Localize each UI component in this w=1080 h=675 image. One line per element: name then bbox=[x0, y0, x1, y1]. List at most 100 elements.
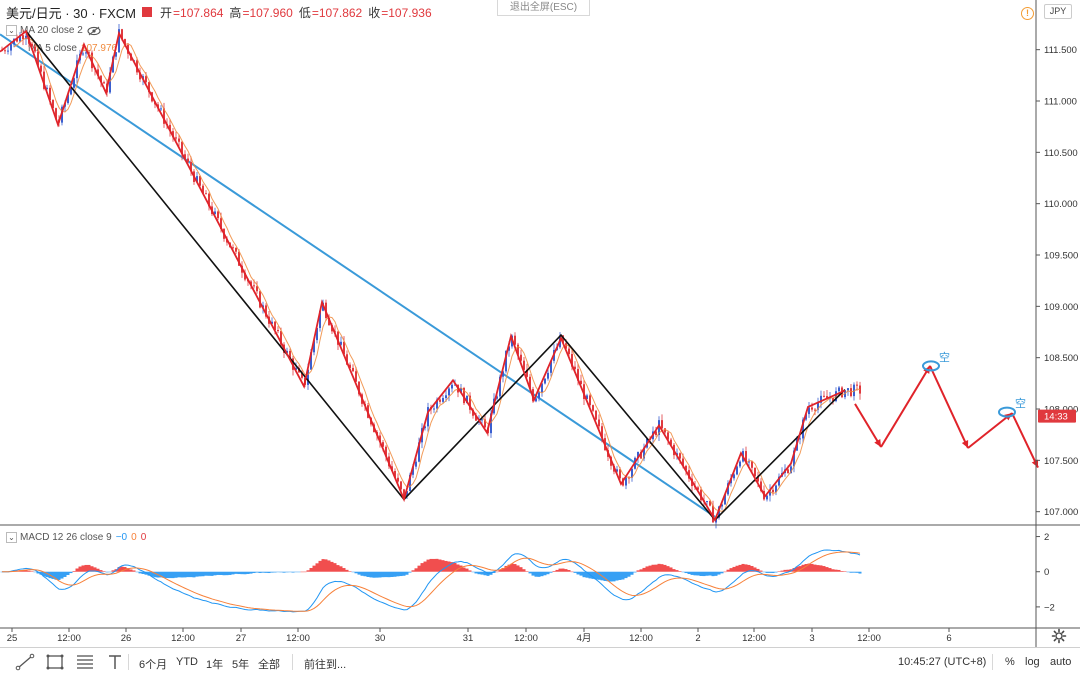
projection-arrow bbox=[1011, 412, 1039, 468]
candle-body bbox=[757, 476, 759, 482]
candle-body bbox=[793, 450, 795, 467]
macd-histogram-bar bbox=[417, 565, 421, 572]
macd-histogram-bar bbox=[717, 571, 721, 575]
macd-histogram-bar bbox=[564, 569, 568, 572]
candle-body bbox=[76, 60, 78, 79]
candle-body bbox=[313, 340, 315, 353]
candle-body bbox=[589, 395, 591, 406]
ma5-value: 107.976 bbox=[80, 43, 118, 54]
macd-histogram-bar bbox=[465, 568, 469, 572]
rect-tool-icon[interactable] bbox=[44, 652, 66, 672]
candle-body bbox=[598, 419, 600, 427]
auto-scale-button[interactable]: auto bbox=[1050, 656, 1072, 668]
macd-histogram-bar bbox=[714, 571, 718, 576]
macd-collapse-toggle[interactable]: ⌄ bbox=[6, 532, 17, 543]
period-6m-button[interactable]: 6个月 bbox=[139, 659, 168, 671]
symbol-title[interactable]: 美元/日元 · 30 · FXCM bbox=[6, 5, 137, 21]
macd-histogram-bar bbox=[333, 563, 337, 572]
macd-histogram-bar bbox=[90, 566, 94, 572]
macd-histogram-bar bbox=[180, 571, 184, 578]
macd-histogram-bar bbox=[699, 571, 703, 576]
macd-label[interactable]: MACD 12 26 close 9 bbox=[20, 532, 112, 543]
macd-histogram-bar bbox=[468, 570, 472, 572]
ma5-label[interactable]: MA 5 close bbox=[28, 43, 77, 54]
ma20-label[interactable]: MA 20 close 2 bbox=[20, 25, 83, 36]
macd-histogram-bar bbox=[786, 569, 790, 572]
candle-body bbox=[565, 343, 567, 349]
macd-histogram-bar bbox=[132, 570, 136, 572]
macd-histogram-bar bbox=[171, 571, 175, 579]
macd-histogram-bar bbox=[696, 571, 700, 576]
candle-body bbox=[736, 466, 738, 475]
signal-value: 0 bbox=[131, 532, 137, 543]
macd-histogram-bar bbox=[459, 565, 463, 572]
goto-date-button[interactable]: 前往到... bbox=[304, 659, 347, 671]
macd-histogram-bar bbox=[387, 571, 391, 578]
currency-label[interactable]: JPY bbox=[1044, 4, 1072, 19]
candle-body bbox=[772, 489, 774, 493]
macd-histogram-bar bbox=[651, 564, 655, 572]
price-chart[interactable]: 空空 111.500111.000110.500110.000109.50010… bbox=[0, 0, 1080, 647]
macd-histogram-bar bbox=[837, 569, 841, 572]
macd-histogram-bar bbox=[618, 571, 622, 580]
candle-body bbox=[139, 72, 141, 80]
candle-body bbox=[433, 408, 435, 410]
text-tool-icon[interactable] bbox=[104, 652, 126, 672]
candle-body bbox=[499, 376, 501, 397]
candle-body bbox=[571, 354, 573, 367]
candle-body bbox=[118, 29, 120, 53]
macd-histogram-bar bbox=[591, 571, 595, 579]
candle-body bbox=[178, 138, 180, 142]
period-all-button[interactable]: 全部 bbox=[258, 659, 280, 671]
macd-histogram-bar bbox=[60, 571, 64, 579]
candle-body bbox=[472, 409, 474, 416]
candle-body bbox=[448, 388, 450, 396]
macd-tick-label: 2 bbox=[1044, 532, 1049, 543]
macd-histogram-bar bbox=[615, 571, 619, 581]
candle-body bbox=[148, 82, 150, 93]
macd-histogram-bar bbox=[744, 564, 748, 572]
candle-body bbox=[853, 384, 855, 397]
clock-timezone[interactable]: 10:45:27 (UTC+8) bbox=[898, 656, 987, 668]
exit-fullscreen-button[interactable]: 退出全屏(ESC) bbox=[497, 0, 590, 16]
macd-histogram-bar bbox=[813, 564, 817, 572]
macd-histogram-bar bbox=[279, 571, 283, 573]
macd-histogram-bar bbox=[309, 568, 313, 572]
warning-icon[interactable]: ! bbox=[1021, 7, 1034, 20]
candle-body bbox=[109, 72, 111, 93]
line-tool-icon[interactable] bbox=[14, 652, 36, 672]
macd-histogram-bar bbox=[96, 568, 100, 572]
candle-body bbox=[502, 371, 504, 377]
macd-histogram-bar bbox=[519, 567, 523, 572]
log-scale-button[interactable]: log bbox=[1025, 656, 1040, 668]
percent-scale-button[interactable]: % bbox=[1005, 656, 1015, 668]
macd-histogram-bar bbox=[396, 571, 400, 577]
macd-histogram-bar bbox=[624, 571, 628, 579]
macd-histogram-bar bbox=[660, 564, 664, 572]
macd-histogram-bar bbox=[102, 571, 106, 572]
candle-body bbox=[643, 447, 645, 459]
macd-histogram-bar bbox=[606, 571, 610, 582]
candle-body bbox=[187, 158, 189, 162]
period-5y-button[interactable]: 5年 bbox=[232, 659, 250, 671]
candle-body bbox=[577, 369, 579, 381]
period-ytd-button[interactable]: YTD bbox=[176, 656, 198, 668]
macd-histogram-bar bbox=[603, 571, 607, 581]
macd-histogram-bar bbox=[420, 563, 424, 572]
period-1y-button[interactable]: 1年 bbox=[206, 659, 224, 671]
macd-histogram-bar bbox=[783, 569, 787, 572]
toolbar-divider bbox=[992, 654, 993, 670]
macd-histogram-bar bbox=[81, 565, 85, 572]
candle-body bbox=[574, 366, 576, 370]
fib-tool-icon[interactable] bbox=[74, 652, 96, 672]
macd-histogram-bar bbox=[753, 567, 757, 572]
settings-gear-icon[interactable] bbox=[1051, 628, 1067, 644]
candle-body bbox=[550, 360, 552, 373]
collapse-legend-toggle[interactable]: ⌄ bbox=[6, 25, 17, 36]
macd-histogram-bar bbox=[42, 571, 46, 577]
candle-body bbox=[346, 354, 348, 365]
eye-icon[interactable] bbox=[87, 26, 101, 36]
price-tick-label: 111.000 bbox=[1044, 97, 1077, 108]
macd-histogram-bar bbox=[780, 570, 784, 572]
macd-histogram-bar bbox=[768, 571, 772, 573]
